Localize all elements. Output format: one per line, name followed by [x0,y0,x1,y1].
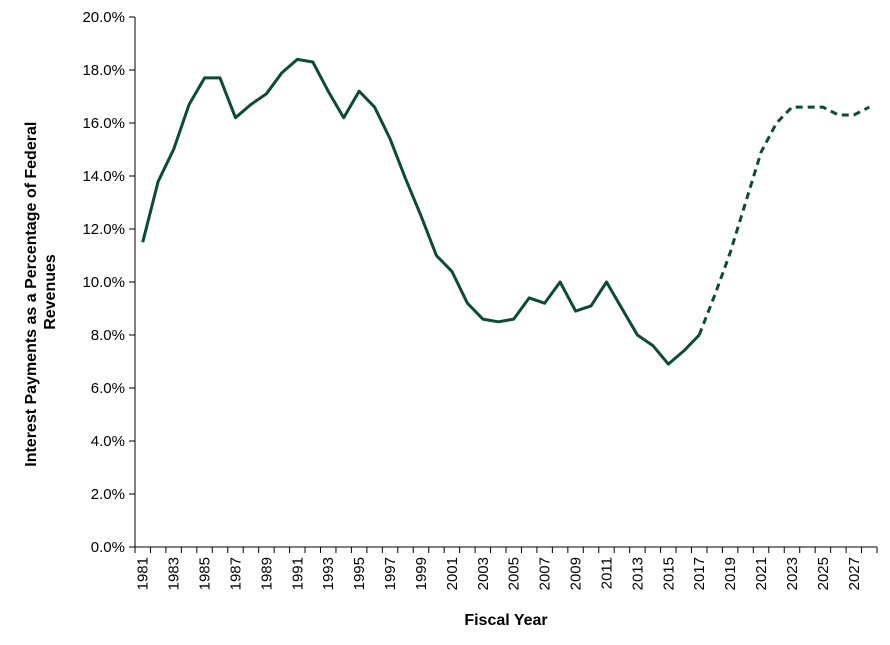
y-axis-title-line-1: Interest Payments as a Percentage of Fed… [23,122,40,467]
y-tick-label: 10.0% [82,274,125,291]
x-tick-label: 2021 [753,557,770,590]
x-tick-label: 1985 [197,557,214,590]
y-tick-label: 4.0% [91,433,125,450]
x-tick-label: 2003 [475,557,492,590]
x-axis-ticks: 1981 1983 1985 1987 1989 1991 1993 1995 1997 1999… [134,547,878,590]
projected-series-line [697,105,870,336]
x-tick-label: 2015 [660,557,677,590]
x-tick-label: 1995 [351,557,368,590]
historical-series-line [141,57,701,366]
x-tick-label: 1981 [135,557,152,590]
y-tick-label: 16.0% [82,115,125,132]
y-tick-label: 2.0% [91,486,125,503]
x-tick-label: 2011 [598,557,615,589]
y-tick-label: 18.0% [82,62,125,79]
x-tick-label: 2023 [784,557,801,590]
x-tick-label: 1987 [227,557,244,590]
y-tick-label: 8.0% [91,327,125,344]
y-tick-label: 0.0% [91,539,125,556]
x-tick-label: 2005 [506,557,523,590]
x-tick-label: 2007 [537,557,554,590]
x-tick-label: 2009 [568,557,585,590]
y-tick-label: 6.0% [91,380,125,397]
x-tick-label: 1997 [382,557,399,590]
x-axis-title: Fiscal Year [464,612,547,629]
y-axis-title-line-2: Revenues [42,254,59,330]
x-tick-label: 1991 [289,557,306,590]
x-tick-label: 1983 [166,557,183,590]
x-tick-label: 2013 [629,557,646,590]
x-tick-label: 2001 [444,557,461,590]
y-tick-label: 14.0% [82,168,125,185]
series-layer [141,57,870,366]
y-axis-ticks: 0.0% 2.0% 4.0% 6.0% 8.0% 10.0% 12.0% 14.0% 16.0%… [82,9,135,556]
x-tick-label: 1993 [320,557,337,590]
y-tick-label: 20.0% [82,9,125,26]
x-tick-label: 2019 [722,557,739,590]
x-tick-label: 1989 [258,557,275,590]
x-tick-label: 1999 [413,557,430,590]
y-axis-title: Interest Payments as a Percentage of Fed… [23,117,59,467]
y-tick-label: 12.0% [82,221,125,238]
x-tick-label: 2017 [691,557,708,590]
x-tick-label: 2027 [846,557,863,590]
x-tick-label: 2025 [815,557,832,590]
